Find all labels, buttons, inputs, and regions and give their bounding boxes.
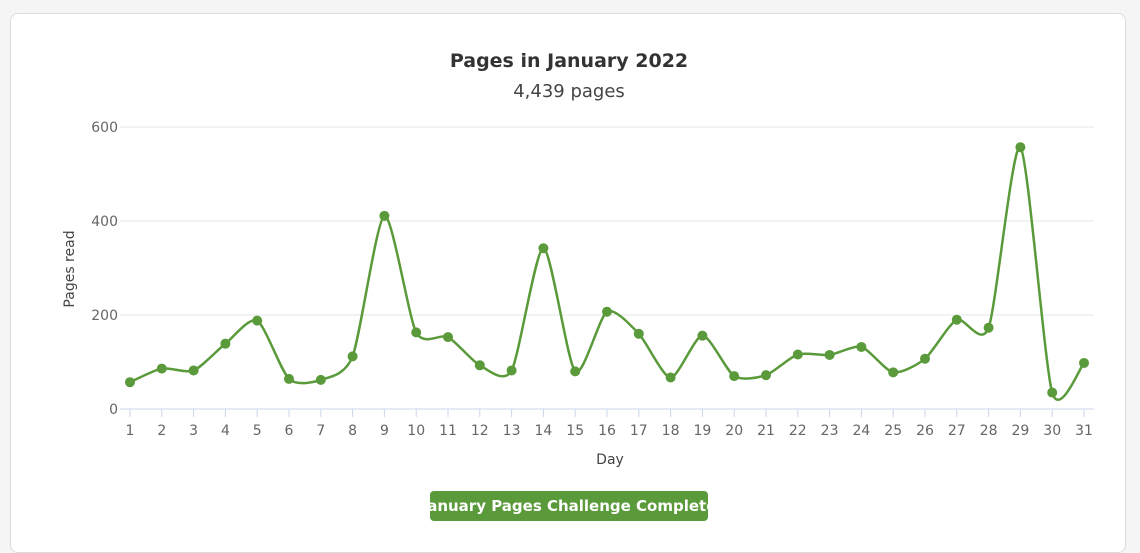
data-point[interactable] xyxy=(951,314,962,325)
x-axis-label: Day xyxy=(596,452,624,468)
x-tick-label: 2 xyxy=(157,423,166,439)
data-point[interactable] xyxy=(156,363,167,374)
x-tick-label: 21 xyxy=(757,423,775,439)
data-point[interactable] xyxy=(125,377,135,388)
x-tick-label: 25 xyxy=(884,423,902,439)
data-point[interactable] xyxy=(315,374,326,385)
data-point[interactable] xyxy=(1079,357,1089,368)
x-tick-label: 16 xyxy=(598,423,616,439)
data-point[interactable] xyxy=(284,373,294,384)
data-point[interactable] xyxy=(1015,142,1026,153)
x-tick-label: 6 xyxy=(285,423,294,439)
data-point[interactable] xyxy=(188,365,199,376)
x-tick-label: 15 xyxy=(566,423,584,439)
y-tick-label: 400 xyxy=(91,214,118,230)
grid-lines xyxy=(120,126,1094,316)
x-tick-label: 24 xyxy=(852,423,870,439)
data-point[interactable] xyxy=(252,315,263,326)
x-tick-label: 18 xyxy=(662,423,680,439)
data-point[interactable] xyxy=(729,371,740,382)
data-point[interactable] xyxy=(888,367,899,378)
x-tick-label: 19 xyxy=(693,423,711,439)
x-tick-label: 7 xyxy=(316,423,325,439)
data-point[interactable] xyxy=(983,322,994,333)
data-point[interactable] xyxy=(761,370,771,381)
y-tick-label: 600 xyxy=(91,120,118,136)
y-tick-label: 200 xyxy=(91,308,118,324)
y-axis-label: Pages read xyxy=(62,230,78,307)
data-point[interactable] xyxy=(474,360,485,371)
data-point[interactable] xyxy=(538,243,549,254)
x-axis-ticks: 1 2 3 4 5 6 7 8 9 10 11 12 13 14 15 16 17 18 19 20 21 22 23 24 2… xyxy=(126,409,1093,439)
x-tick-label: 13 xyxy=(503,423,521,439)
chart-subtitle: 4,439 pages xyxy=(513,81,625,102)
challenge-complete-badge[interactable]: January Pages Challenge Complete xyxy=(422,491,716,521)
data-point[interactable] xyxy=(411,327,422,338)
data-point[interactable] xyxy=(1047,387,1058,398)
x-tick-label: 12 xyxy=(471,423,489,439)
data-point[interactable] xyxy=(379,210,390,221)
x-tick-label: 1 xyxy=(126,423,135,439)
x-tick-label: 23 xyxy=(821,423,839,439)
x-tick-label: 29 xyxy=(1011,423,1029,439)
x-tick-label: 14 xyxy=(534,423,552,439)
x-tick-label: 26 xyxy=(916,423,934,439)
x-tick-label: 8 xyxy=(348,423,357,439)
data-point[interactable] xyxy=(506,365,517,376)
y-axis-ticks: 0 200 400 600 xyxy=(91,120,118,418)
x-tick-label: 27 xyxy=(948,423,966,439)
data-point[interactable] xyxy=(347,351,358,362)
data-point[interactable] xyxy=(220,338,231,349)
data-point[interactable] xyxy=(570,366,581,377)
data-point[interactable] xyxy=(602,306,612,317)
x-tick-label: 9 xyxy=(380,423,389,439)
x-tick-label: 28 xyxy=(980,423,998,439)
data-point[interactable] xyxy=(792,349,803,360)
data-point[interactable] xyxy=(824,349,835,360)
data-point[interactable] xyxy=(697,330,708,341)
data-point[interactable] xyxy=(665,372,676,383)
x-tick-label: 5 xyxy=(253,423,262,439)
data-point[interactable] xyxy=(920,353,930,364)
x-tick-label: 3 xyxy=(189,423,198,439)
x-tick-label: 10 xyxy=(407,423,425,439)
data-point[interactable] xyxy=(443,332,453,343)
x-tick-label: 22 xyxy=(789,423,807,439)
x-tick-label: 11 xyxy=(439,423,457,439)
x-tick-label: 4 xyxy=(221,423,230,439)
x-tick-label: 30 xyxy=(1043,423,1061,439)
x-tick-label: 31 xyxy=(1075,423,1093,439)
x-tick-label: 20 xyxy=(725,423,743,439)
x-tick-label: 17 xyxy=(630,423,648,439)
y-tick-label: 0 xyxy=(109,402,118,418)
chart-card: Pages in January 2022 4,439 pages 0 200 40… xyxy=(10,13,1126,553)
chart-title: Pages in January 2022 xyxy=(450,50,688,72)
series-line-pages-read xyxy=(129,145,1086,402)
data-point[interactable] xyxy=(633,328,644,339)
data-points xyxy=(125,142,1089,398)
data-point[interactable] xyxy=(856,341,867,352)
line-chart: Pages in January 2022 4,439 pages 020040… xyxy=(62,50,1094,468)
